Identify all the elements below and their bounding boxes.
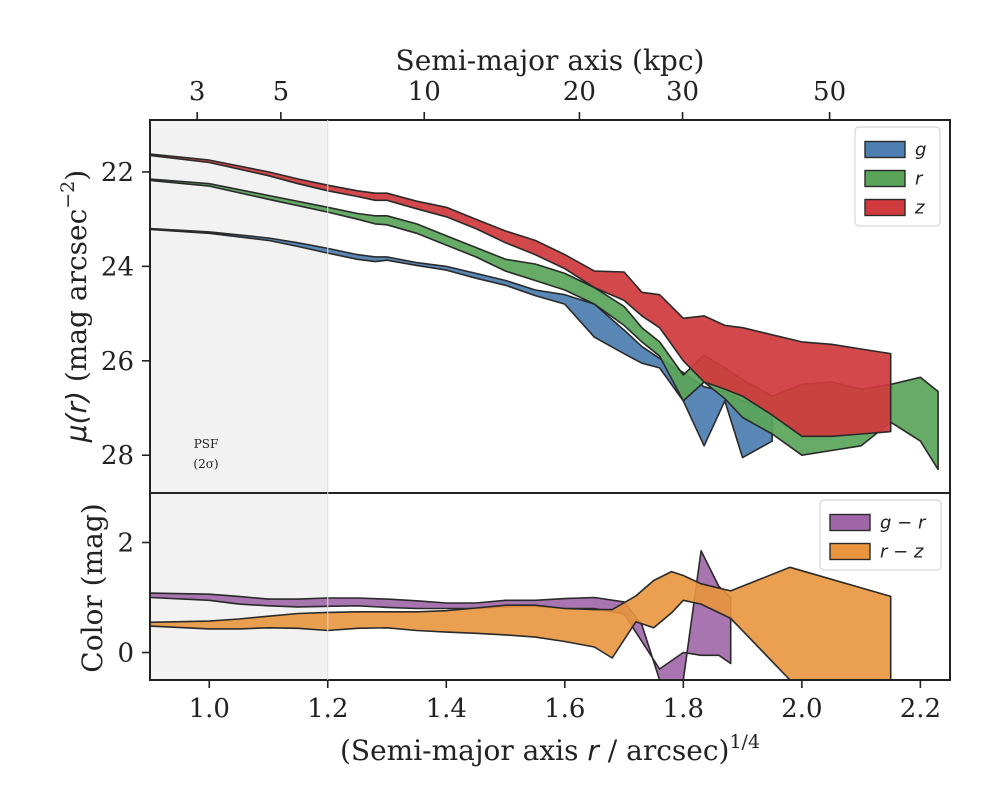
x-tick-label: 1.8 bbox=[663, 694, 704, 724]
legend-label-r: r bbox=[915, 169, 924, 190]
psf-sigma-label: (2σ) bbox=[193, 457, 218, 471]
series-band-z bbox=[150, 153, 892, 438]
y-tick-label: 26 bbox=[101, 347, 134, 377]
legend-swatch-r-z bbox=[829, 542, 871, 561]
legend-bottom: g − r r − z bbox=[819, 499, 942, 571]
x-tick-label: 1.4 bbox=[426, 694, 467, 724]
bottom-panel-y-ticks: 02 bbox=[117, 529, 150, 669]
surface-brightness-series bbox=[150, 153, 939, 471]
legend-swatch-g-r bbox=[829, 513, 871, 532]
legend-label-g-r: g − r bbox=[880, 513, 927, 534]
top-tick-label: 3 bbox=[189, 77, 206, 107]
legend-swatch-r bbox=[864, 169, 906, 188]
top-axis-ticks: 3 5 10 20 30 50 bbox=[189, 77, 846, 120]
legend-top: grz bbox=[854, 126, 941, 227]
series-band-r-z bbox=[150, 566, 892, 680]
legend-label-z: z bbox=[914, 198, 925, 219]
y-tick-label: 28 bbox=[101, 441, 134, 471]
top-tick-label: 20 bbox=[563, 77, 596, 107]
top-tick-label: 10 bbox=[408, 77, 441, 107]
x-tick-label: 1.6 bbox=[544, 694, 585, 724]
series-band-g-r bbox=[150, 549, 732, 680]
y-axis-label-bottom: Color (mag) bbox=[76, 503, 109, 672]
top-tick-label: 50 bbox=[813, 77, 846, 107]
x-axis-ticks: 1.0 1.2 1.4 1.6 1.8 2.0 2.2 bbox=[189, 680, 941, 724]
legend-label-r-z: r − z bbox=[880, 542, 924, 563]
y-tick-label: 2 bbox=[117, 529, 134, 559]
y-axis-label-top: μ(r) (mag arcsec−2) bbox=[57, 170, 93, 443]
color-series bbox=[150, 549, 892, 680]
top-tick-label: 30 bbox=[666, 77, 699, 107]
series-band-r bbox=[150, 178, 939, 471]
bottom-panel-frame bbox=[149, 492, 951, 681]
x-tick-label: 2.2 bbox=[900, 694, 941, 724]
y-tick-label: 22 bbox=[101, 158, 134, 188]
x-tick-label: 1.0 bbox=[189, 694, 230, 724]
psf-region-top bbox=[150, 120, 328, 493]
legend-swatch-z bbox=[864, 198, 906, 217]
series-band-g bbox=[150, 227, 774, 459]
y-tick-label: 0 bbox=[117, 639, 134, 669]
x-axis-label: (Semi-major axis r / arcsec)1/4 bbox=[340, 731, 760, 767]
top-axis-label: Semi-major axis (kpc) bbox=[396, 44, 705, 77]
x-tick-label: 1.2 bbox=[307, 694, 348, 724]
psf-label: PSF bbox=[194, 437, 219, 451]
top-panel-y-ticks: 22 24 26 28 bbox=[101, 158, 150, 471]
legend-swatch-g bbox=[864, 140, 906, 159]
psf-region-bottom bbox=[150, 493, 328, 680]
top-tick-label: 5 bbox=[273, 77, 290, 107]
x-tick-label: 2.0 bbox=[781, 694, 822, 724]
y-tick-label: 24 bbox=[101, 252, 134, 282]
legend-label-g: g bbox=[915, 140, 926, 161]
